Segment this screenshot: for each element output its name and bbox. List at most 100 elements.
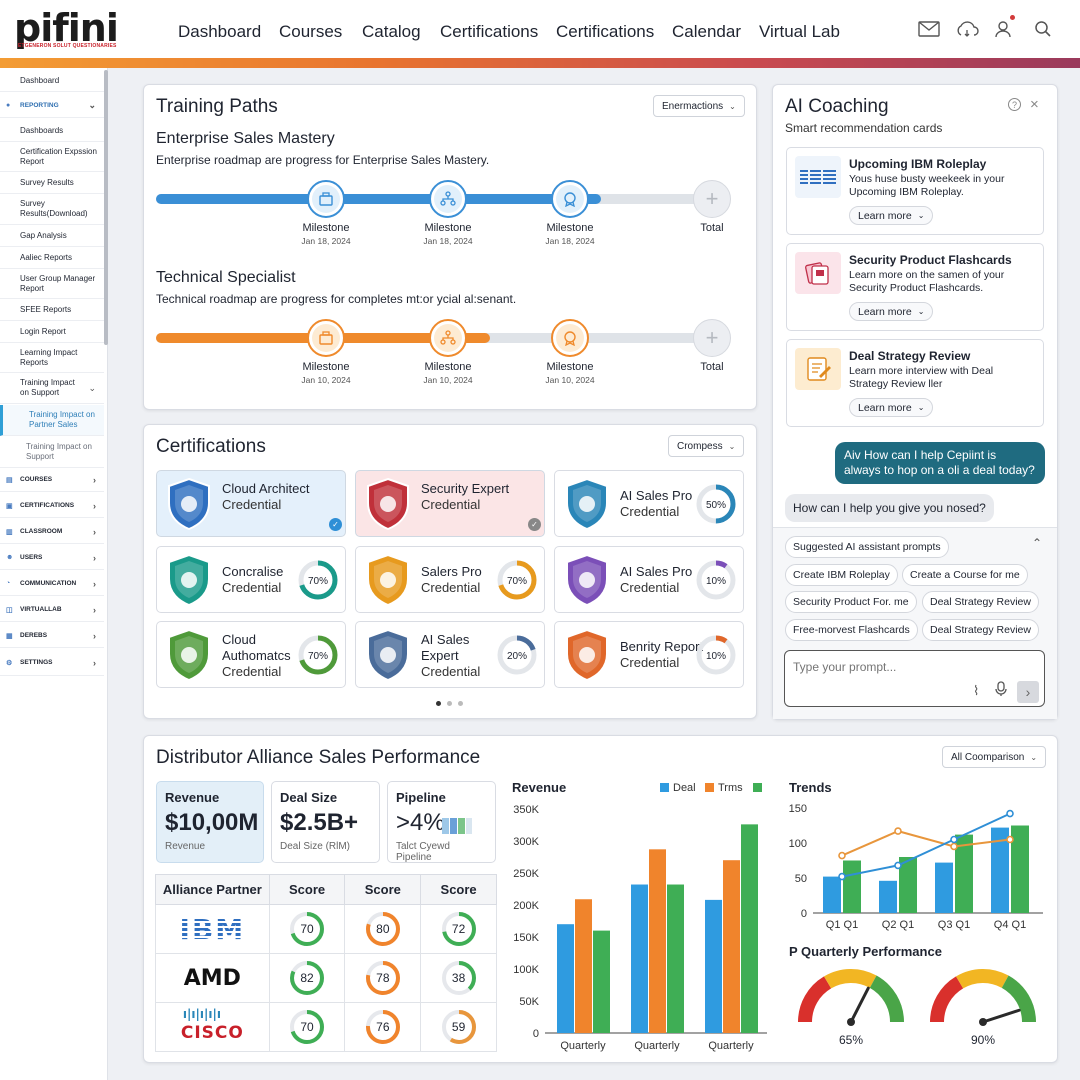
sidebar-item-survey-results[interactable]: Survey Results xyxy=(0,172,104,194)
sidebar-item-user-group-report[interactable]: User Group Manager Report xyxy=(0,269,104,299)
sidebar-section-courses[interactable]: ▤ COURSES › xyxy=(0,468,104,492)
sidebar-section-reporting[interactable]: ● REPORTING ⌄ xyxy=(0,94,104,118)
sidebar-item-training-impact-support[interactable]: Training Impact on Support ⌄ xyxy=(0,373,104,404)
milestone-marker[interactable] xyxy=(429,180,467,218)
sidebar-item-training-impact-partner[interactable]: Training Impact on Partner Sales xyxy=(0,405,104,436)
certification-card[interactable]: AI Sales Pro Credential 50% xyxy=(554,470,744,537)
search-icon[interactable] xyxy=(1030,16,1056,42)
certification-card[interactable]: AI Sales Expert Credential 20% xyxy=(355,621,545,688)
nav-courses[interactable]: Courses xyxy=(279,22,343,41)
courses-icon: ▤ xyxy=(6,476,13,484)
carousel-dot[interactable] xyxy=(447,701,452,706)
bar xyxy=(991,827,1009,913)
nav-catalog[interactable]: Catalog xyxy=(362,22,421,41)
certification-card[interactable]: Security Expert Credential ✓ xyxy=(355,470,545,537)
sidebar-item-dashboard[interactable]: Dashboard xyxy=(0,70,104,92)
table-row[interactable]: CISCO ı|ı|ı|ı|ı 70 76 59 xyxy=(155,1002,497,1052)
flashcards-icon xyxy=(795,252,841,294)
column-header[interactable]: Score xyxy=(344,874,422,905)
learn-more-button[interactable]: Learn more ⌄ xyxy=(849,302,934,321)
nav-certifications-2[interactable]: Certifications xyxy=(556,22,655,41)
cloud-icon[interactable] xyxy=(954,16,980,42)
mail-icon[interactable] xyxy=(916,16,942,42)
x-tick-label: Q1 Q1 xyxy=(826,919,858,931)
milestone-marker[interactable] xyxy=(551,319,589,357)
nav-certifications[interactable]: Certifications xyxy=(440,22,539,41)
milestone-marker[interactable] xyxy=(307,319,345,357)
sidebar-item-sfee-reports[interactable]: SFEE Reports xyxy=(0,299,104,321)
help-icon[interactable]: ? xyxy=(1008,98,1021,111)
gauge-value: 65% xyxy=(839,1033,863,1047)
recommendation-card[interactable]: Security Product Flashcards Learn more o… xyxy=(786,243,1044,331)
sidebar-item-learning-impact[interactable]: Learning Impact Reports xyxy=(0,343,104,373)
milestone-marker[interactable] xyxy=(551,180,589,218)
learn-more-button[interactable]: Learn more ⌄ xyxy=(849,206,934,225)
column-header[interactable]: Alliance Partner xyxy=(155,874,270,905)
paperclip-icon[interactable]: ⌇ xyxy=(973,683,980,698)
sidebar-section-communication[interactable]: ◔ COMMUNICATION › xyxy=(0,572,104,596)
prompt-chip[interactable]: Deal Strategy Review xyxy=(922,591,1039,613)
learn-more-button[interactable]: Learn more ⌄ xyxy=(849,398,934,417)
sidebar-item-survey-download[interactable]: Survey Results(Download) xyxy=(0,194,104,225)
y-tick-label: 50 xyxy=(795,873,807,885)
close-icon[interactable]: × xyxy=(1030,96,1039,113)
brand-logo[interactable]: pifini xyxy=(14,6,119,50)
certification-card[interactable]: AI Sales Pro Credential 10% xyxy=(554,546,744,613)
sidebar-item-dashboards[interactable]: Dashboards xyxy=(0,120,104,142)
microphone-icon[interactable] xyxy=(995,681,1007,702)
prompt-input[interactable] xyxy=(793,657,993,677)
sidebar-item-training-impact-support-sub[interactable]: Training Impact on Support xyxy=(0,437,104,468)
chevron-up-icon[interactable]: ⌃ xyxy=(1032,536,1043,550)
recommendation-card[interactable]: Upcoming IBM Roleplay Yous huse busty we… xyxy=(786,147,1044,235)
user-icon[interactable] xyxy=(990,15,1016,42)
users-icon: ☻ xyxy=(6,554,14,561)
column-header[interactable]: Score xyxy=(268,874,346,905)
sidebar-item-aaliec-reports[interactable]: Aaliec Reports xyxy=(0,247,104,269)
certification-card[interactable]: Salers Pro Credential 70% xyxy=(355,546,545,613)
recommendation-description: Learn more on the samen of your Security… xyxy=(849,269,1005,294)
sidebar-scrollbar[interactable] xyxy=(104,70,108,345)
certification-card[interactable]: Concralise Credential 70% xyxy=(156,546,346,613)
sidebar-section-classroom[interactable]: ▥ CLASSROOM › xyxy=(0,520,104,544)
svg-text:10%: 10% xyxy=(706,651,726,662)
total-plus-icon[interactable]: + xyxy=(693,319,731,357)
certification-card[interactable]: Cloud Architect Credential ✓ xyxy=(156,470,346,537)
prompt-chip[interactable]: Free-morvest Flashcards xyxy=(785,619,918,641)
carousel-dot[interactable] xyxy=(458,701,463,706)
comparison-filter-dropdown[interactable]: All Coomparison ⌄ xyxy=(942,746,1047,768)
nav-virtual-lab[interactable]: Virtual Lab xyxy=(759,22,840,41)
sidebar-section-virtuallab[interactable]: ◫ VIRTUALLAB › xyxy=(0,598,104,622)
certification-card[interactable]: Cloud Authomatcs Credential 70% xyxy=(156,621,346,688)
column-header[interactable]: Score xyxy=(420,874,497,905)
milestone-marker[interactable] xyxy=(307,180,345,218)
sidebar-section-settings[interactable]: ⚙ SETTINGS › xyxy=(0,650,104,676)
training-filter-dropdown[interactable]: Enermactions ⌄ xyxy=(653,95,745,117)
recommendation-card[interactable]: Deal Strategy Review Learn more intervie… xyxy=(786,339,1044,427)
sidebar-item-login-report[interactable]: Login Report xyxy=(0,321,104,343)
chevron-down-icon: ⌄ xyxy=(729,101,736,111)
sidebar-item-gap-analysis[interactable]: Gap Analysis xyxy=(0,225,104,247)
shield-icon xyxy=(367,477,409,531)
bar xyxy=(723,860,740,1033)
milestone-marker[interactable] xyxy=(429,319,467,357)
prompt-chip[interactable]: Create a Course for me xyxy=(902,564,1028,586)
table-row[interactable]: IBM 70 80 72 xyxy=(155,904,497,954)
certification-card[interactable]: Benrity Report Credential 10% xyxy=(554,621,744,688)
sidebar-section-derebs[interactable]: ▦ DEREBS › xyxy=(0,624,104,648)
chevron-right-icon: › xyxy=(93,578,96,589)
table-row[interactable]: AMD 82 78 38 xyxy=(155,953,497,1003)
certifications-filter-dropdown[interactable]: Crompess ⌄ xyxy=(668,435,745,457)
prompt-chip[interactable]: Create IBM Roleplay xyxy=(785,564,898,586)
carousel-dot-active[interactable] xyxy=(436,701,441,706)
prompt-chip[interactable]: Deal Strategy Review xyxy=(922,619,1039,641)
total-plus-icon[interactable]: + xyxy=(693,180,731,218)
nav-dashboard[interactable]: Dashboard xyxy=(178,22,262,41)
nav-calendar[interactable]: Calendar xyxy=(672,22,741,41)
sidebar-item-certification-report[interactable]: Certification Expssion Report xyxy=(0,142,104,172)
prompt-chip[interactable]: Security Product For. me xyxy=(785,591,917,613)
prompt-input-box[interactable]: ⌇ › xyxy=(784,650,1045,707)
cisco-bars-icon: ı|ı|ı|ı|ı xyxy=(182,1007,221,1021)
sidebar-section-certifications[interactable]: ▣ CERTIFICATIONS › xyxy=(0,494,104,518)
send-icon[interactable]: › xyxy=(1017,681,1039,703)
sidebar-section-users[interactable]: ☻ USERS › xyxy=(0,546,104,570)
